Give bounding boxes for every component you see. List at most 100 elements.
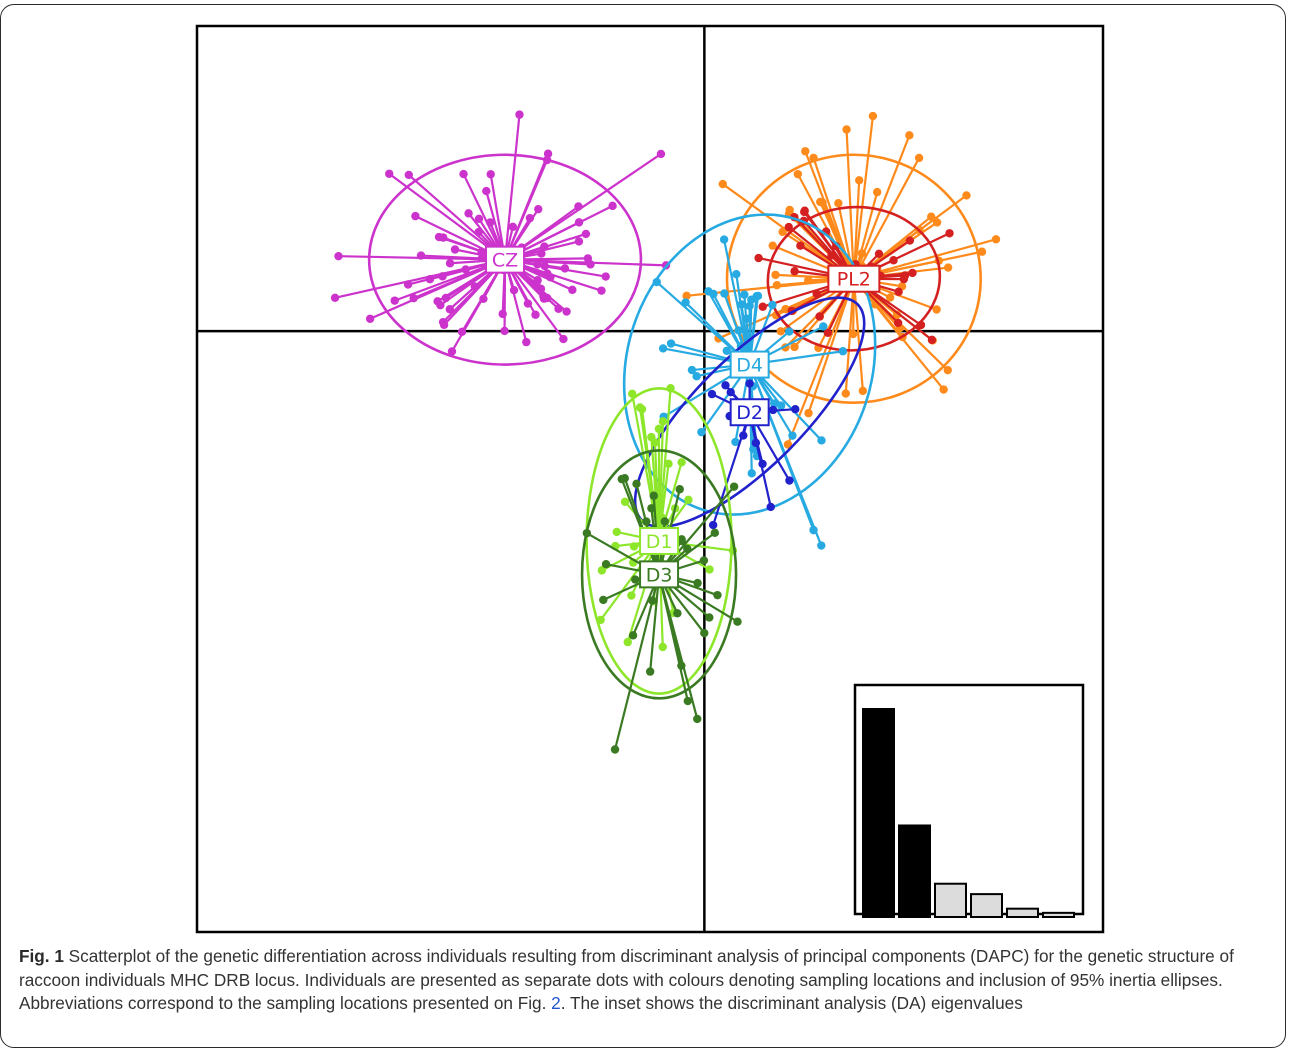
individual-link bbox=[505, 258, 667, 267]
individual-point bbox=[623, 637, 632, 647]
individual-link bbox=[722, 183, 855, 280]
individual-point bbox=[438, 317, 448, 327]
individual-point bbox=[482, 186, 491, 196]
inertia-ellipse bbox=[766, 205, 942, 352]
individual-point bbox=[858, 386, 868, 396]
individual-point bbox=[783, 440, 793, 449]
individual-point bbox=[796, 241, 805, 250]
individual-point bbox=[854, 176, 864, 185]
individual-point bbox=[649, 491, 658, 500]
individual-link bbox=[388, 172, 506, 261]
individual-point bbox=[461, 265, 470, 274]
label-cz: CZ bbox=[485, 245, 526, 274]
label-box bbox=[639, 560, 680, 589]
individual-point bbox=[500, 326, 509, 336]
individual-point bbox=[445, 305, 455, 314]
individual-point bbox=[791, 404, 800, 414]
label-box bbox=[827, 264, 881, 293]
figure-caption: Fig. 1 Scatterplot of the genetic differ… bbox=[19, 945, 1269, 1016]
individual-point bbox=[693, 714, 702, 724]
individual-point bbox=[749, 445, 758, 454]
eigenvalue-inset bbox=[853, 683, 1085, 919]
individual-point bbox=[977, 247, 987, 256]
individual-point bbox=[705, 565, 714, 574]
label-d2: D2 bbox=[729, 398, 770, 427]
individual-point bbox=[687, 365, 697, 375]
individual-point bbox=[656, 149, 666, 159]
figure-frame: CZ PL2 D4 D2 D1 D3 Fig. 1 Scatterplot of the … bbox=[0, 4, 1286, 1048]
individual-point bbox=[581, 229, 591, 239]
individual-point bbox=[599, 595, 608, 605]
label-text: D1 bbox=[646, 531, 673, 553]
individual-point bbox=[790, 342, 799, 352]
individual-point bbox=[874, 249, 884, 259]
individual-point bbox=[768, 241, 777, 250]
label-box bbox=[729, 398, 770, 427]
individual-point bbox=[666, 339, 676, 348]
label-d1: D1 bbox=[639, 526, 680, 555]
individual-point bbox=[771, 270, 780, 280]
caption-text-part1: Scatterplot of the genetic differentiati… bbox=[19, 946, 1234, 1013]
individual-point bbox=[754, 253, 763, 263]
eigenvalue-bar-2 bbox=[898, 824, 931, 918]
individual-point bbox=[692, 372, 701, 381]
label-d3: D3 bbox=[639, 560, 680, 589]
individual-point bbox=[943, 365, 952, 375]
clusters-layer bbox=[330, 110, 1001, 754]
individual-point bbox=[539, 294, 549, 303]
individual-point bbox=[857, 249, 867, 258]
individual-point bbox=[893, 318, 903, 328]
individual-point bbox=[647, 432, 656, 442]
inertia-ellipse bbox=[725, 153, 982, 405]
individual-link bbox=[338, 255, 506, 261]
figure-reference-link[interactable]: 2 bbox=[551, 993, 561, 1013]
individual-point bbox=[734, 326, 743, 335]
individual-point bbox=[801, 147, 810, 156]
label-text: CZ bbox=[492, 250, 518, 272]
individual-point bbox=[546, 273, 555, 282]
individual-point bbox=[677, 458, 686, 467]
inertia-ellipse bbox=[367, 153, 643, 366]
individual-point bbox=[439, 233, 448, 242]
individual-point bbox=[568, 285, 577, 295]
individual-point bbox=[823, 328, 833, 338]
eigenvalue-bar-6 bbox=[1042, 911, 1075, 919]
caption-text-part2: . The inset shows the discriminant analy… bbox=[560, 993, 1023, 1013]
individual-point bbox=[642, 517, 651, 526]
individual-point bbox=[681, 298, 690, 307]
individual-point bbox=[713, 590, 722, 600]
individual-point bbox=[601, 560, 611, 569]
individual-point bbox=[508, 222, 518, 232]
individual-point bbox=[769, 399, 779, 408]
label-text: D4 bbox=[736, 355, 763, 377]
individual-point bbox=[683, 696, 692, 706]
individual-link bbox=[489, 174, 507, 260]
individual-point bbox=[815, 312, 824, 321]
individual-point bbox=[445, 259, 455, 268]
individual-link bbox=[657, 574, 699, 720]
individual-link bbox=[504, 153, 662, 261]
individual-point bbox=[731, 437, 740, 447]
individual-point bbox=[608, 201, 617, 211]
individual-point bbox=[627, 591, 636, 600]
dapc-plot: CZ PL2 D4 D2 D1 D3 bbox=[195, 24, 1105, 934]
individual-point bbox=[390, 296, 399, 305]
individual-point bbox=[693, 578, 702, 588]
individual-point bbox=[697, 427, 706, 437]
individual-point bbox=[583, 254, 593, 263]
eigenvalue-bar-5 bbox=[1006, 907, 1039, 918]
individual-point bbox=[617, 474, 626, 484]
individual-point bbox=[631, 575, 640, 584]
individual-point bbox=[403, 280, 413, 289]
individual-link bbox=[503, 114, 521, 260]
individual-point bbox=[531, 310, 540, 319]
individual-point bbox=[464, 209, 473, 218]
individual-point bbox=[710, 528, 720, 538]
individual-point bbox=[817, 436, 826, 445]
individual-link bbox=[369, 258, 506, 320]
individual-point bbox=[816, 197, 825, 207]
individual-point bbox=[677, 536, 686, 546]
individual-link bbox=[504, 153, 550, 261]
individual-point bbox=[908, 268, 917, 278]
individual-point bbox=[658, 642, 667, 652]
